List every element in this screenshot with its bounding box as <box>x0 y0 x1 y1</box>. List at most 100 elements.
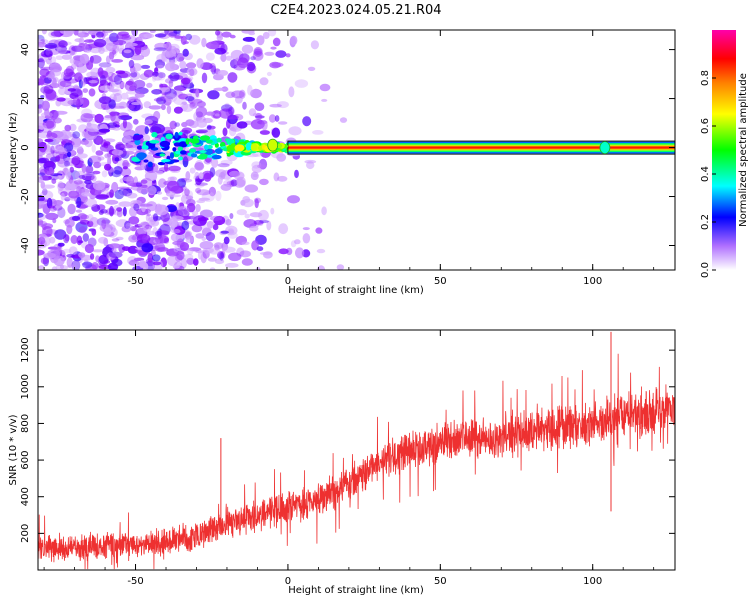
spectrogram-noise-blob <box>170 232 184 242</box>
spectrogram-noise-blob <box>171 46 178 55</box>
spectrogram-noise-blob <box>212 224 219 231</box>
spectrogram-noise-blob <box>58 40 68 48</box>
spectrogram-noise-blob <box>65 169 72 180</box>
spectrogram-cluster-blob <box>132 134 142 141</box>
spectrogram-noise-blob <box>41 30 47 35</box>
spectrogram-noise-blob <box>80 192 92 197</box>
spectrogram-noise-blob <box>107 156 112 166</box>
spectrogram-noise-blob <box>45 212 59 220</box>
figure-title: C2E4.2023.024.05.21.R04 <box>270 3 441 18</box>
spectrogram-ytick-label: 0 <box>20 144 31 150</box>
spectrogram-noise-blob <box>91 73 99 79</box>
spectrogram-noise-blob <box>208 186 216 197</box>
snr-ylabel: SNR (10 * v/v) <box>8 414 19 485</box>
spectrogram-noise-blob <box>241 258 253 266</box>
spectrogram-noise-blob <box>180 77 191 85</box>
spectrogram-noise-blob <box>38 157 47 164</box>
spectrogram-noise-blob <box>242 198 254 208</box>
spectrogram-noise-blob <box>96 31 104 38</box>
spectrogram-noise-blob <box>189 68 195 77</box>
spectrogram-noise-blob <box>237 57 249 68</box>
spectrogram-noise-blob <box>270 46 277 50</box>
spectrogram-noise-blob <box>144 119 153 125</box>
spectrogram-noise-blob <box>112 127 121 131</box>
spectrogram-noise-blob <box>133 203 140 211</box>
spectrogram-noise-blob <box>135 181 143 188</box>
spectrogram-noise-blob <box>199 241 214 250</box>
spectrogram-noise-blob <box>153 110 161 121</box>
spectrogram-noise-blob <box>211 157 219 168</box>
spectrogram-noise-blob <box>95 194 109 200</box>
spectrogram-noise-blob <box>140 179 148 184</box>
spectrogram-noise-blob <box>147 252 154 263</box>
colorbar-label: Normalized spectral amplitude <box>738 73 749 227</box>
spectrogram-noise-blob <box>264 51 275 56</box>
spectrogram-cluster-blob <box>161 159 171 162</box>
spectrogram-cluster-blob <box>211 154 222 160</box>
spectrogram-noise-blob <box>38 78 45 86</box>
spectrogram-noise-blob <box>198 172 204 180</box>
spectrogram-noise-blob <box>79 219 90 225</box>
spectrogram-noise-blob <box>151 75 157 82</box>
spectrogram-noise-blob <box>181 127 193 134</box>
spectrogram-cluster-blob <box>151 131 158 138</box>
spectrogram-noise-blob <box>41 184 55 189</box>
spectrogram-noise-blob <box>278 248 289 255</box>
spectrogram-noise-blob <box>91 144 96 153</box>
spectrogram-noise-blob <box>109 111 116 117</box>
spectrogram-noise-blob <box>189 102 198 109</box>
spectrogram-noise-blob <box>55 132 65 140</box>
spectrogram-noise-blob <box>164 93 178 103</box>
spectrogram-noise-blob <box>227 72 238 83</box>
spectrogram-noise-blob <box>63 219 70 224</box>
spectrogram-noise-blob <box>256 35 265 46</box>
spectrogram-noise-blob <box>152 71 159 77</box>
spectrogram-noise-blob <box>71 215 81 222</box>
spectrogram-noise-blob <box>274 115 280 122</box>
spectrogram-cluster-blob <box>143 159 149 163</box>
spectrogram-noise-blob <box>219 55 227 61</box>
spectrogram-noise-blob <box>152 259 164 270</box>
spectrogram-noise-blob <box>166 180 180 192</box>
spectrogram-noise-blob <box>165 41 172 52</box>
spectrogram-noise-blob <box>55 155 61 162</box>
spectrogram-noise-blob <box>57 242 65 247</box>
spectrogram-noise-blob <box>185 195 194 200</box>
snr-ytick-label: 400 <box>20 487 31 506</box>
spectrogram-noise-blob <box>217 163 230 168</box>
spectrogram-noise-blob <box>173 247 179 253</box>
spectrogram-noise-blob <box>155 234 164 244</box>
spectrogram-noise-blob <box>99 85 114 92</box>
spectrogram-noise-blob <box>185 171 191 181</box>
spectrogram-noise-blob <box>103 227 112 236</box>
spectrogram-noise-blob <box>152 254 161 262</box>
spectrogram-noise-blob <box>161 196 169 201</box>
spectrogram-noise-blob <box>294 239 301 245</box>
spectrogram-noise-blob <box>195 233 205 239</box>
snr-xtick-label: 0 <box>285 576 291 587</box>
spectrogram-noise-blob <box>95 150 104 156</box>
spectrogram-noise-blob <box>121 35 132 41</box>
spectrogram-noise-blob <box>94 113 104 124</box>
spectrogram-noise-blob <box>88 88 96 97</box>
spectrogram-noise-blob <box>95 255 100 263</box>
spectrogram-noise-blob <box>115 70 126 74</box>
spectrogram-noise-blob <box>169 194 182 198</box>
spectrogram-noise-blob <box>103 116 112 121</box>
spectrogram-noise-blob <box>38 249 45 256</box>
spectrogram-cluster-blob <box>199 135 211 141</box>
spectrogram-noise-blob <box>115 236 124 241</box>
spectrogram-noise-blob <box>50 69 62 77</box>
spectrogram-cluster-blob <box>169 152 175 159</box>
snr-ytick-label: 1000 <box>20 374 31 399</box>
spectrogram-noise-blob <box>174 85 187 92</box>
spectrogram-noise-blob <box>244 184 259 193</box>
spectrogram-noise-blob <box>182 48 189 57</box>
spectrogram-noise-blob <box>43 77 52 84</box>
spectrogram-noise-blob <box>78 62 83 68</box>
spectrogram-xlabel: Height of straight line (km) <box>288 285 424 296</box>
spectrogram-noise-blob <box>215 190 222 202</box>
spectrogram-noise-blob <box>228 252 242 262</box>
spectrogram-noise-blob <box>83 77 88 82</box>
